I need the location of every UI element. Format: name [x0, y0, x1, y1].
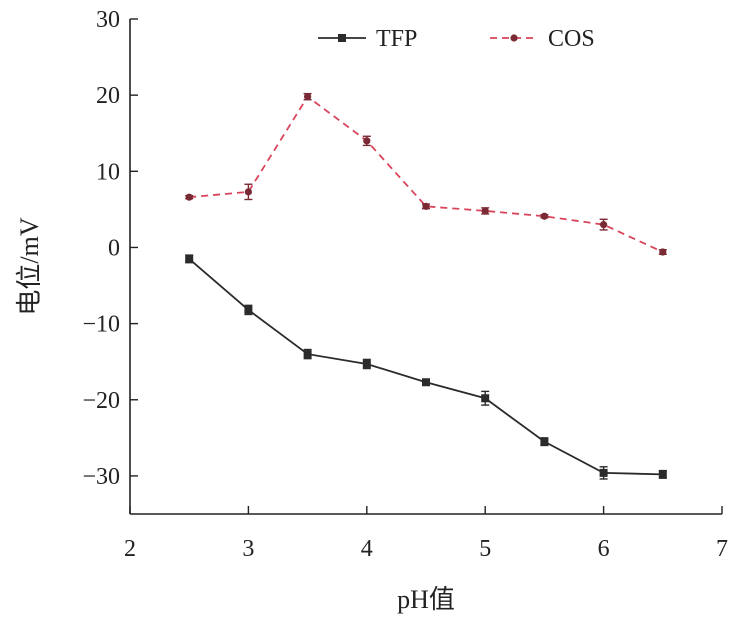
data-point-cos: [363, 137, 371, 145]
series-line-tfp: [188, 258, 663, 476]
y-tick-label: 20: [96, 83, 120, 109]
data-point-tfp: [244, 305, 253, 314]
data-point-cos: [185, 193, 193, 201]
data-point-cos: [304, 93, 312, 101]
y-tick-label: 10: [96, 159, 120, 185]
data-point-cos: [540, 212, 549, 220]
legend-label: TFP: [376, 26, 417, 52]
axes: 30 20 10 0 −10 −20 −30 2 3 4 5 6 7: [82, 7, 728, 562]
y-tick-label: 30: [96, 7, 120, 33]
data-point-tfp: [362, 359, 371, 368]
legend-label: COS: [548, 26, 595, 52]
data-point-tfp: [658, 470, 667, 479]
data-point-tfp: [540, 437, 549, 446]
data-point-cos: [422, 202, 430, 210]
x-tick-label: 3: [242, 536, 254, 562]
data-point-tfp: [303, 350, 312, 359]
x-axis-title: pH值: [397, 585, 455, 614]
data-point-cos: [659, 248, 667, 256]
x-tick-label: 5: [479, 536, 491, 562]
y-tick-label: −30: [82, 464, 120, 490]
x-tick-label: 2: [124, 536, 136, 562]
series-layer: [185, 92, 667, 480]
data-point-tfp: [185, 254, 194, 263]
data-point-cos: [600, 221, 608, 229]
legend-marker: [510, 34, 518, 42]
y-tick-label: −10: [82, 312, 120, 338]
legend-item-cos: COS: [490, 26, 595, 52]
y-tick-label: 0: [108, 235, 120, 261]
series-line-cos: [189, 95, 664, 253]
series-tfp: [185, 254, 667, 480]
data-point-cos: [481, 207, 489, 215]
data-point-cos: [244, 188, 252, 196]
y-tick-label: −20: [82, 388, 120, 414]
legend: TFP COS: [318, 26, 595, 52]
y-axis-title: 电位/mV: [15, 217, 44, 315]
x-tick-label: 4: [361, 536, 373, 562]
x-tick-label: 7: [716, 536, 728, 562]
data-point-tfp: [599, 468, 608, 477]
data-point-tfp: [422, 378, 430, 387]
legend-item-tfp: TFP: [318, 26, 417, 52]
x-tick-label: 6: [598, 536, 610, 562]
legend-marker: [338, 34, 346, 42]
data-point-tfp: [481, 394, 490, 403]
series-cos: [185, 92, 667, 256]
